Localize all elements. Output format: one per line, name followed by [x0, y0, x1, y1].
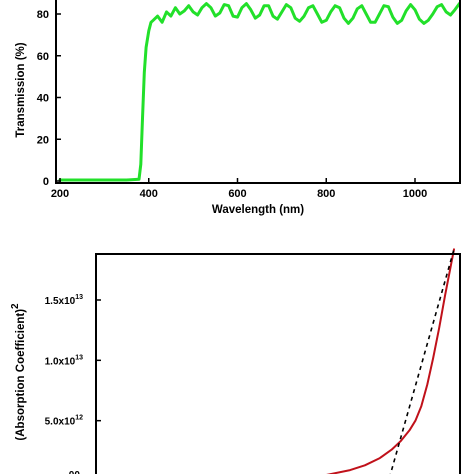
absorption-y-tick-exponent: 12	[75, 415, 83, 422]
absorption-y-axis-label-superscript: 2	[10, 303, 21, 309]
transmission-x-tick-label: 200	[51, 188, 69, 200]
transmission-y-tick-label: 80	[37, 9, 49, 21]
absorption-plot-frame	[95, 253, 461, 474]
absorption-y-axis-label: (Absorption Coefficient)2	[10, 303, 27, 441]
transmission-x-tick-label: 800	[317, 188, 335, 200]
absorption-y-tick-exponent: 13	[75, 354, 83, 361]
transmission-x-axis-label: Wavelength (nm)	[212, 204, 304, 216]
transmission-x-tick-label: 1000	[403, 188, 427, 200]
absorption-y-tick-label: 1.0x1013	[45, 354, 83, 367]
tauc-fit-dashed-line	[389, 249, 455, 474]
transmission-y-tick-label: 20	[37, 134, 49, 146]
absorption-y-tick-label: 1.5x1013	[45, 294, 83, 307]
absorption-y-tick-mantissa: 1.5x10	[45, 296, 76, 307]
absorption-series-line	[326, 248, 455, 474]
transmission-y-axis-label: Transmission (%)	[15, 42, 27, 137]
transmission-x-tick-label: 400	[140, 188, 158, 200]
transmission-x-tick-label: 600	[228, 188, 246, 200]
transmission-series-line	[58, 2, 461, 182]
absorption-y-tick-mantissa: 5.0x10	[45, 417, 76, 428]
absorption-y-tick-exponent: 13	[75, 294, 83, 301]
cropped-x-tick-fragment: .00	[66, 470, 80, 474]
transmission-chart: 200 400 600 800 1000 0 20 40 60 80 Wavelength (n…	[15, 0, 461, 216]
transmission-y-tick-label: 0	[43, 176, 49, 188]
absorption-y-tick-mantissa: 1.0x10	[45, 356, 76, 367]
transmission-y-tick-label: 40	[37, 93, 49, 105]
absorption-y-axis-label-text: (Absorption Coefficient)	[15, 309, 27, 441]
absorption-y-tick-label: 5.0x1012	[45, 415, 83, 428]
transmission-plot-frame	[55, 0, 461, 184]
transmission-y-tick-label: 60	[37, 51, 49, 63]
